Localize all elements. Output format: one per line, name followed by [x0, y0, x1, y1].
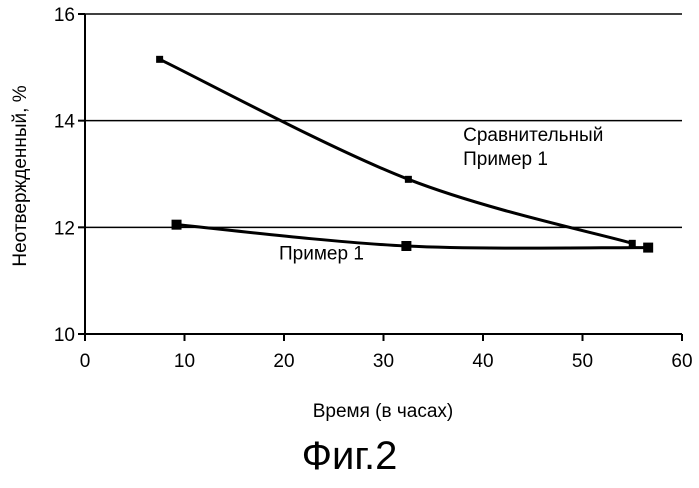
x-tick-label: 50 — [572, 351, 593, 372]
x-tick-label: 0 — [80, 351, 91, 372]
y-tick-label: 16 — [54, 5, 75, 26]
axes — [85, 14, 682, 334]
series-label: Сравнительный Пример 1 — [463, 125, 603, 170]
x-axis-label: Время (в часах) — [313, 401, 454, 422]
series-labels: Сравнительный Пример 1 Пример 1 — [279, 125, 603, 264]
data-point — [629, 240, 636, 247]
x-tick-label: 30 — [373, 351, 394, 372]
series-label-line: Сравнительный — [463, 125, 603, 146]
y-tick-label: 14 — [54, 112, 76, 133]
y-tick-label: 12 — [54, 218, 75, 239]
x-tick-label: 40 — [472, 351, 493, 372]
x-tick-label: 60 — [671, 351, 692, 372]
series — [156, 56, 653, 253]
grid-lines — [85, 14, 682, 227]
series-label-line: Пример 1 — [463, 149, 548, 170]
ticks: 101214160102030405060 — [54, 5, 693, 372]
chart: 101214160102030405060 СравнительныйПриме… — [0, 0, 699, 430]
y-axis-label: Неотвержденный, % — [10, 85, 31, 266]
series-1 — [156, 56, 636, 247]
series-label-line: Пример 1 — [279, 243, 364, 264]
x-tick-label: 10 — [174, 351, 195, 372]
figure-caption: Фиг.2 — [0, 432, 699, 480]
series-2 — [172, 220, 654, 253]
series-line — [160, 59, 633, 243]
data-point — [156, 56, 163, 63]
data-point — [401, 241, 411, 251]
data-point — [405, 176, 412, 183]
data-point — [172, 220, 182, 230]
series-label: Пример 1 — [279, 243, 364, 264]
x-tick-label: 20 — [273, 351, 294, 372]
y-tick-label: 10 — [54, 325, 75, 346]
data-point — [643, 243, 653, 253]
